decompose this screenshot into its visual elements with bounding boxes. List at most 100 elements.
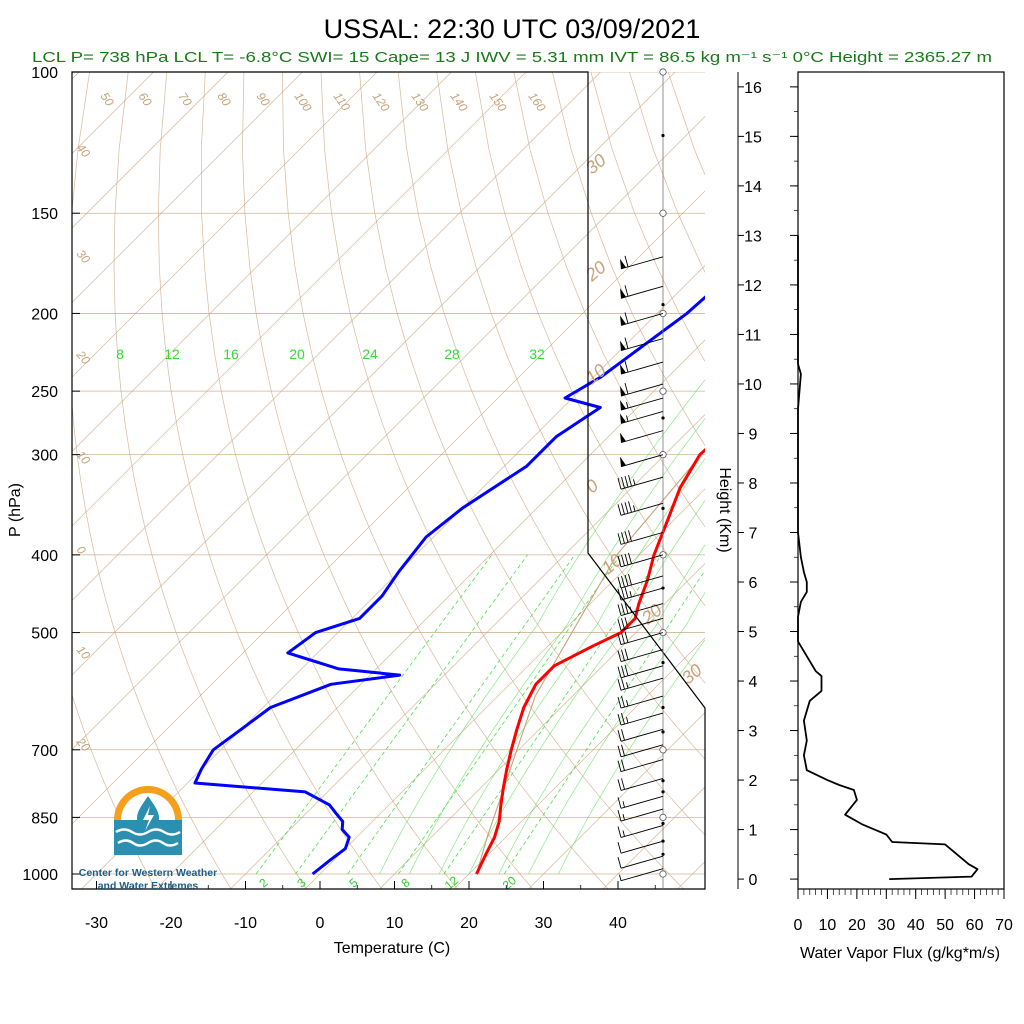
barb-feather	[628, 475, 632, 487]
wind-barb	[620, 383, 664, 397]
wind-barb	[617, 501, 664, 516]
moist-adiabat-line	[409, 417, 705, 875]
dry-adiabat-label: 30	[74, 247, 94, 266]
height-tick-label: 2	[749, 773, 758, 790]
skew-t-frame	[71, 71, 706, 890]
barb-feather	[617, 576, 622, 589]
mixing-ratio-label: 12	[164, 346, 180, 362]
barb-feather	[617, 604, 622, 616]
barb-feather	[624, 602, 629, 614]
height-tick-label: 3	[749, 724, 758, 741]
isotherm-line	[72, 72, 676, 676]
chart-title: USSAL: 22:30 UTC 03/09/2021	[324, 14, 701, 44]
flux-x-tick-label: 50	[936, 917, 954, 934]
barb-feather	[617, 478, 622, 490]
y-tick-label: 500	[31, 626, 58, 643]
wind-barb	[620, 411, 664, 424]
barb-pennant	[620, 456, 626, 467]
isotherm-line	[379, 563, 705, 889]
dry-adiabat-label: 20	[73, 734, 93, 754]
barb-feather	[617, 730, 622, 742]
barb-staff	[620, 840, 664, 854]
y-tick-label: 150	[31, 206, 58, 223]
isotherm-line	[72, 72, 80, 80]
dry-adiabat-line	[359, 72, 705, 836]
barb-feather	[621, 575, 625, 588]
x-tick-label: -10	[234, 915, 257, 932]
mixing-ratio-lower-label: 3	[294, 875, 308, 890]
dry-adiabat-line	[938, 72, 1024, 891]
barb-half-feather	[629, 606, 632, 613]
height-tick-label: 9	[749, 426, 758, 443]
barb-feather	[621, 603, 625, 615]
mixing-ratio-line	[295, 554, 528, 875]
barb-feather	[621, 759, 625, 771]
barb-level-circle	[659, 209, 667, 217]
barb-feather	[617, 619, 622, 631]
barb-feather	[628, 573, 632, 586]
barb-feather	[624, 574, 629, 587]
isotherm-label: 100	[292, 90, 315, 115]
barb-staff	[620, 728, 664, 742]
mixing-ratio-lower-label: 12	[442, 873, 461, 893]
barb-feather	[617, 588, 622, 601]
moist-adiabat-line	[438, 458, 705, 875]
isotherm-label: 110	[331, 90, 354, 114]
mixing-ratio-line	[255, 554, 493, 875]
isotherm-line	[72, 72, 154, 154]
isotherm-line	[81, 265, 705, 889]
isotherm-line	[72, 72, 229, 229]
barb-feather	[621, 587, 625, 600]
right-adiabat-label: 0	[582, 475, 603, 497]
flux-x-tick-label: 40	[907, 917, 925, 934]
mixing-ratio-lower-label: 20	[500, 873, 519, 893]
x-tick-label: -20	[159, 915, 182, 932]
dry-adiabat-line	[72, 72, 232, 889]
barb-half-feather	[633, 479, 636, 486]
flux-frame	[797, 71, 1005, 890]
dry-adiabat-line	[822, 72, 1024, 891]
mixing-ratio-label: 24	[362, 346, 378, 362]
isotherm-line	[602, 786, 705, 889]
barb-level-dot	[661, 416, 665, 420]
height-tick-label: 4	[749, 674, 758, 691]
height-tick-label: 15	[744, 129, 762, 146]
flux-x-tick-label: 70	[995, 917, 1013, 934]
barb-feather	[624, 285, 629, 297]
dry-adiabat-line	[72, 693, 157, 889]
barb-feather	[628, 530, 632, 542]
barb-level-circle	[659, 746, 667, 754]
wind-barb	[617, 808, 664, 822]
flux-curve	[797, 235, 979, 880]
right-adiabat-label: 20	[581, 257, 610, 286]
barb-level-dot	[661, 821, 665, 826]
barb-half-feather	[622, 814, 625, 821]
dry-adiabat-line	[745, 72, 1024, 891]
isotherm-line	[72, 72, 527, 527]
barb-level-circle	[659, 870, 667, 878]
y-tick-label: 1000	[22, 867, 58, 884]
flux-x-tick-label: 60	[966, 917, 984, 934]
wind-barb-column	[617, 68, 667, 889]
wind-barb	[620, 255, 664, 270]
wind-barb	[617, 586, 664, 601]
wind-barb	[620, 454, 664, 468]
barb-half-feather	[626, 682, 629, 689]
barb-feather	[624, 337, 629, 349]
dry-adiabat-line	[899, 72, 1024, 891]
barb-pennant	[620, 364, 626, 375]
isotherm-line	[72, 116, 705, 750]
isotherm-line	[72, 72, 601, 601]
logo-text-line1: Center for Western Weather	[79, 867, 217, 879]
skew-t-grid	[72, 72, 1024, 891]
barb-half-feather	[626, 401, 629, 409]
height-tick-label: 16	[744, 80, 762, 97]
barb-feather	[617, 779, 622, 791]
wind-barb	[617, 795, 664, 809]
barb-feather	[621, 744, 625, 756]
wind-barb	[617, 759, 664, 773]
dry-adiabat-line	[397, 72, 705, 760]
height-tick-label: 11	[745, 327, 762, 344]
barb-feather	[621, 618, 625, 630]
